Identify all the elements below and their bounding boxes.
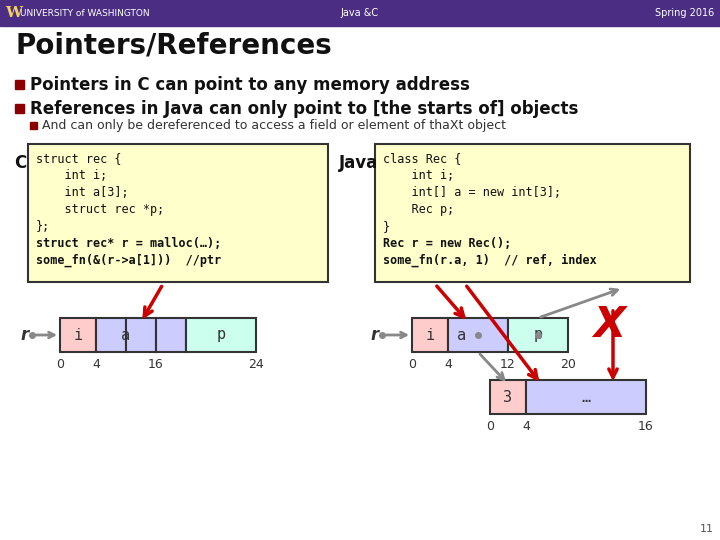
Text: struct rec {: struct rec { [36,152,122,165]
Text: Java: Java [339,154,378,172]
Text: int[] a = new int[3];: int[] a = new int[3]; [383,186,561,199]
Text: some_fn(r.a, 1)  // ref, index: some_fn(r.a, 1) // ref, index [383,254,597,267]
Text: Spring 2016: Spring 2016 [654,8,714,18]
Text: some_fn(&(r->a[1]))  //ptr: some_fn(&(r->a[1])) //ptr [36,254,221,267]
Text: 3: 3 [503,389,513,404]
Text: And can only be dereferenced to access a field or element of thaXt object: And can only be dereferenced to access a… [42,119,506,132]
Text: r: r [20,326,28,344]
Text: 0: 0 [56,358,64,371]
Bar [412,318,448,352]
Text: Pointers in C can point to any memory address: Pointers in C can point to any memory ad… [30,76,470,93]
Text: References in Java can only point to [the starts of] objects: References in Java can only point to [th… [30,99,578,118]
Text: X: X [593,304,625,346]
Text: 0: 0 [408,358,416,371]
Bar [526,380,646,414]
Bar [126,318,156,352]
Text: };: }; [36,220,50,233]
Text: 0: 0 [486,420,494,433]
Text: Pointers/References: Pointers/References [15,32,332,60]
Text: UNIVERSITY of WASHINGTON: UNIVERSITY of WASHINGTON [20,9,150,17]
Text: int i;: int i; [36,169,107,182]
FancyBboxPatch shape [375,144,690,282]
Text: W: W [5,6,22,20]
Text: int a[3];: int a[3]; [36,186,129,199]
Bar [490,380,526,414]
Bar [15,104,24,113]
Text: 11: 11 [700,524,714,534]
Bar [30,122,37,129]
Text: Rec p;: Rec p; [383,203,454,216]
Bar [60,318,96,352]
Text: 12: 12 [500,358,516,371]
Text: struct rec *p;: struct rec *p; [36,203,164,216]
Text: 4: 4 [522,420,530,433]
Text: }: } [383,220,390,233]
Text: p: p [534,327,543,342]
Text: i: i [426,327,435,342]
Text: class Rec {: class Rec { [383,152,462,165]
Text: 16: 16 [638,420,654,433]
Text: 20: 20 [560,358,576,371]
Text: 4: 4 [444,358,452,371]
Text: r: r [370,326,378,344]
Bar [186,318,256,352]
Text: p: p [217,327,225,342]
Text: C: C [14,154,26,172]
Text: …: … [582,389,590,404]
Bar [448,318,508,352]
Bar [0,0,720,26]
Text: Java &C: Java &C [341,8,379,18]
Text: struct rec* r = malloc(…);: struct rec* r = malloc(…); [36,237,221,250]
Bar [15,80,24,89]
Bar [156,318,186,352]
Text: 24: 24 [248,358,264,371]
Text: Rec r = new Rec();: Rec r = new Rec(); [383,237,511,250]
Text: i: i [73,327,83,342]
Bar [508,318,568,352]
Text: 4: 4 [92,358,100,371]
Text: 16: 16 [148,358,164,371]
Text: a: a [122,327,130,342]
Text: int i;: int i; [383,169,454,182]
FancyBboxPatch shape [28,144,328,282]
Bar [96,318,126,352]
Text: a: a [457,327,467,342]
